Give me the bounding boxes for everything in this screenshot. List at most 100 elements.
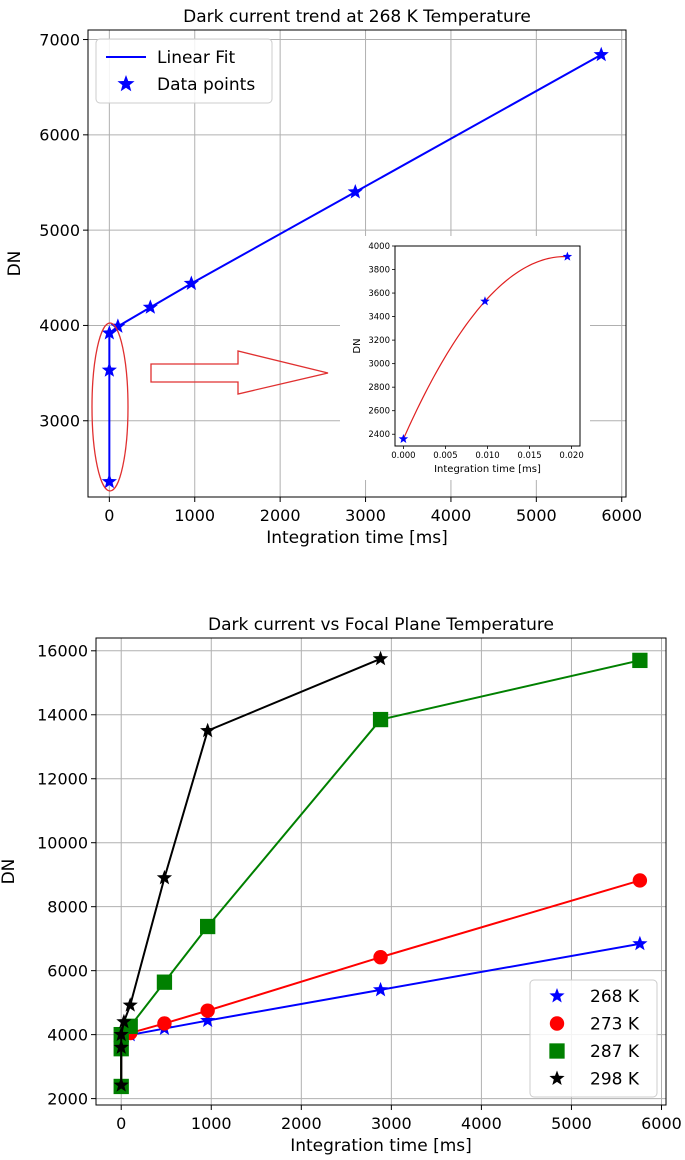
legend-label: 273 K xyxy=(590,1015,640,1035)
legend-label: 287 K xyxy=(590,1042,640,1062)
y-tick-label: 14000 xyxy=(37,706,88,725)
data-point-marker xyxy=(347,184,363,199)
legend-label: 268 K xyxy=(590,987,640,1007)
legend: 268 K 273 K 287 K 298 K xyxy=(529,979,658,1098)
y-tick-label: 8000 xyxy=(47,897,88,916)
x-tick-label: 0 xyxy=(116,1114,126,1133)
legend-label: 298 K xyxy=(590,1070,640,1090)
series-0-marker xyxy=(632,935,648,951)
legend-marker-icon xyxy=(549,988,565,1003)
inset-y-tick-label: 3000 xyxy=(368,360,390,370)
series-2-marker xyxy=(200,918,216,935)
inset-x-tick-label: 0.015 xyxy=(517,451,541,461)
inset-y-tick-label: 3600 xyxy=(368,289,390,299)
inset-y-tick-label: 3200 xyxy=(368,336,390,346)
inset-y-tick-label: 2600 xyxy=(368,407,390,417)
x-tick-label: 5000 xyxy=(516,506,557,525)
inset-y-axis-label: DN xyxy=(352,338,363,353)
data-point-marker xyxy=(101,362,117,377)
inset-x-tick-label: 0.010 xyxy=(475,451,499,461)
chart-title: Dark current vs Focal Plane Temperature xyxy=(208,615,554,635)
inset-y-tick-label: 3800 xyxy=(368,266,390,276)
plot-frame xyxy=(394,245,581,447)
series-1-marker xyxy=(157,1016,172,1031)
chart-0: 0 1000 2000 3000 4000 5000 6000 3000 4000 5000 600… xyxy=(5,7,642,548)
data-point-marker xyxy=(101,325,117,340)
legend-marker-icon xyxy=(549,1070,565,1085)
inset-point-marker xyxy=(480,296,490,306)
series-3-marker xyxy=(122,997,138,1012)
legend: Linear Fit Data points xyxy=(95,38,273,104)
y-axis-label: DN xyxy=(5,251,25,277)
chart-1: 0 1000 2000 3000 4000 5000 6000 2000 4000 6000 800… xyxy=(0,615,682,1156)
series-1-marker xyxy=(373,950,388,965)
chart-title: Dark current trend at 268 K Temperature xyxy=(183,7,531,27)
y-tick-label: 6000 xyxy=(39,126,80,145)
data-point-marker xyxy=(110,318,126,333)
series-3-marker xyxy=(113,1026,129,1042)
data-point-marker xyxy=(593,46,609,62)
x-tick-label: 4000 xyxy=(461,1114,502,1133)
data-point-marker xyxy=(183,275,199,290)
inset-chart: 2400 2600 2800 3000 3200 3400 3600 3800 4000 0.00… xyxy=(340,236,590,480)
series-3-marker xyxy=(200,722,216,738)
x-tick-label: 1000 xyxy=(174,506,215,525)
x-tick-label: 0 xyxy=(104,506,114,525)
series-0-marker xyxy=(200,1012,216,1028)
data-point-marker xyxy=(101,473,117,489)
series-1-marker xyxy=(632,873,648,888)
inset-background xyxy=(340,236,590,480)
annotation-arrow xyxy=(150,350,329,395)
y-tick-label: 16000 xyxy=(37,642,88,661)
legend-marker-icon xyxy=(549,1016,565,1031)
series-2-marker xyxy=(156,974,173,990)
x-axis-label: Integration time [ms] xyxy=(290,1136,472,1156)
plot-frame xyxy=(87,29,627,498)
inset-x-axis-label: Integration time [ms] xyxy=(434,464,541,475)
x-axis-label: Integration time [ms] xyxy=(266,528,448,548)
series-3-marker xyxy=(113,1039,129,1054)
x-tick-label: 2000 xyxy=(260,506,301,525)
y-tick-label: 12000 xyxy=(37,769,88,788)
x-tick-label: 5000 xyxy=(551,1114,592,1133)
x-tick-label: 1000 xyxy=(191,1114,232,1133)
legend-box xyxy=(95,38,273,104)
inset-x-tick-label: 0.000 xyxy=(391,451,415,461)
legend-box xyxy=(529,979,658,1098)
series-2-marker xyxy=(372,711,389,728)
y-axis-label: DN xyxy=(0,859,19,885)
legend-star-icon xyxy=(117,75,135,92)
x-tick-label: 2000 xyxy=(281,1114,322,1133)
x-tick-label: 4000 xyxy=(431,506,472,525)
series-3-marker xyxy=(116,1013,132,1029)
series-3-marker xyxy=(156,869,173,885)
series-3-marker xyxy=(113,1077,129,1092)
series-1-marker xyxy=(200,1003,215,1018)
y-tick-label: 3000 xyxy=(39,412,80,431)
series-3-marker xyxy=(372,650,389,666)
y-tick-label: 4000 xyxy=(47,1025,88,1044)
series-2-marker xyxy=(632,652,648,669)
annotation-ellipse xyxy=(91,322,129,492)
y-tick-label: 7000 xyxy=(39,30,80,49)
series-0-marker xyxy=(372,981,389,997)
plot-frame xyxy=(95,637,667,1106)
y-tick-label: 6000 xyxy=(47,961,88,980)
legend-label: Linear Fit xyxy=(157,48,236,68)
legend-marker-icon xyxy=(549,1043,565,1059)
inset-point-marker xyxy=(398,433,409,443)
y-tick-label: 2000 xyxy=(47,1089,88,1108)
inset-point-marker xyxy=(562,251,573,261)
x-tick-label: 3000 xyxy=(371,1114,412,1133)
x-tick-label: 3000 xyxy=(345,506,386,525)
y-tick-label: 4000 xyxy=(39,316,80,335)
data-point-marker xyxy=(142,299,158,314)
y-tick-label: 5000 xyxy=(39,221,80,240)
inset-x-tick-label: 0.005 xyxy=(433,451,457,461)
legend-label: Data points xyxy=(157,75,255,95)
x-tick-label: 6000 xyxy=(601,506,642,525)
x-tick-label: 6000 xyxy=(641,1114,682,1133)
y-tick-label: 10000 xyxy=(37,833,88,852)
inset-x-tick-label: 0.020 xyxy=(559,451,583,461)
